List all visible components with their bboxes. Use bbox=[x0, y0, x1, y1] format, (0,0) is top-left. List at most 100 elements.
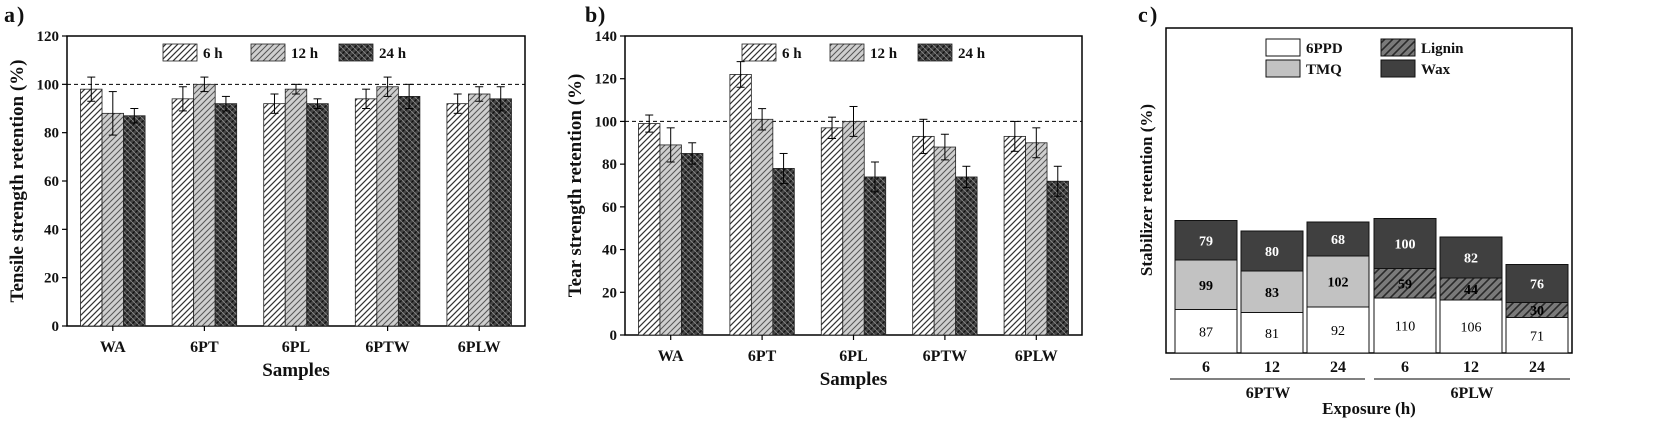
x-axis-title: Samples bbox=[262, 360, 330, 381]
panel-label-b: b bbox=[585, 2, 597, 27]
bar-6plw-6h bbox=[1003, 135, 1026, 336]
y-tick-label: 0 bbox=[52, 319, 60, 335]
chart-b-tear: 0 20 40 60 80 100 120 140 WA 6PT 6PL 6PTW 6PLW Sample… bbox=[565, 29, 1083, 390]
stack-value-label: 71 bbox=[1530, 329, 1544, 344]
stack-wax-3 bbox=[1373, 218, 1437, 269]
bar-6ptw-24h bbox=[397, 96, 421, 327]
stack-value-label: 81 bbox=[1265, 327, 1279, 342]
legend-swatch bbox=[250, 43, 286, 62]
y-tick-label: 20 bbox=[44, 271, 59, 287]
bar-6pt-6h bbox=[171, 98, 195, 327]
x-tick-label: 24 bbox=[1330, 359, 1346, 376]
y-tick-label: 40 bbox=[44, 222, 59, 238]
bar-6ptw-6h bbox=[354, 98, 378, 327]
bar-6pl-12h bbox=[284, 88, 308, 327]
legend-label: 24 h bbox=[379, 46, 407, 62]
group-label-6plw: 6PLW bbox=[1451, 385, 1494, 402]
stack-value-label: 30 bbox=[1530, 304, 1544, 319]
panel-label-a-paren: ) bbox=[17, 2, 24, 27]
stack-value-label: 82 bbox=[1464, 252, 1478, 267]
bar-6pt-12h bbox=[750, 118, 774, 336]
bar-6pl-24h bbox=[306, 103, 329, 327]
stack-value-label: 76 bbox=[1530, 278, 1544, 293]
legend-swatch bbox=[338, 43, 374, 62]
stack-6ppd-1 bbox=[1240, 312, 1304, 354]
x-axis-title: Exposure (h) bbox=[1322, 399, 1416, 418]
stack-value-label: 79 bbox=[1199, 234, 1213, 249]
stack-lignin-3 bbox=[1373, 268, 1437, 299]
bar-6plw-24h bbox=[1046, 180, 1069, 336]
bar-6ptw-6h bbox=[912, 135, 935, 336]
stack-value-label: 44 bbox=[1464, 283, 1478, 298]
bar-wa-24h bbox=[681, 153, 704, 336]
y-tick-label: 120 bbox=[37, 29, 60, 45]
x-tick-label: 6 bbox=[1401, 359, 1409, 376]
stack-6ppd-3 bbox=[1373, 297, 1437, 354]
x-tick-label: 6PLW bbox=[458, 339, 501, 356]
panel-label-c: c bbox=[1138, 2, 1148, 27]
bar-6pl-6h bbox=[263, 103, 286, 327]
group-label-6ptw: 6PTW bbox=[1246, 385, 1290, 402]
stack-value-label: 83 bbox=[1265, 286, 1279, 301]
x-tick-label: WA bbox=[658, 348, 684, 365]
stack-wax-0 bbox=[1174, 220, 1238, 261]
stack-wax-5 bbox=[1505, 264, 1569, 303]
x-tick-label: 6PLW bbox=[1015, 348, 1058, 365]
x-tick-label: 24 bbox=[1529, 359, 1545, 376]
y-tick-label: 60 bbox=[602, 200, 617, 216]
legend-label: 12 h bbox=[870, 46, 898, 62]
bar-6pt-12h bbox=[193, 83, 216, 327]
legend-label: 6 h bbox=[203, 46, 223, 62]
legend-label: Lignin bbox=[1421, 41, 1464, 57]
y-tick-label: 20 bbox=[602, 285, 617, 301]
y-tick-label: 60 bbox=[44, 174, 59, 190]
bar-wa-12h bbox=[659, 144, 682, 336]
stack-value-label: 102 bbox=[1328, 276, 1349, 291]
y-tick-label: 80 bbox=[602, 157, 617, 173]
bar-6plw-12h bbox=[468, 93, 491, 327]
x-tick-label: 12 bbox=[1463, 359, 1479, 376]
stack-value-label: 59 bbox=[1398, 277, 1412, 292]
bar-6plw-6h bbox=[446, 103, 469, 327]
x-tick-label: 6PT bbox=[190, 339, 219, 356]
panel-label-a: a bbox=[4, 2, 15, 27]
legend-swatch bbox=[1265, 38, 1301, 57]
bar-wa-6h bbox=[638, 123, 661, 336]
panel-label-c-paren: ) bbox=[1150, 2, 1157, 27]
legend-swatch bbox=[741, 43, 777, 62]
stack-value-label: 68 bbox=[1331, 233, 1345, 248]
y-tick-label: 100 bbox=[595, 114, 618, 130]
y-tick-label: 100 bbox=[37, 77, 60, 93]
bar-6pl-24h bbox=[863, 176, 887, 336]
x-tick-label: 6PT bbox=[748, 348, 777, 365]
bar-wa-12h bbox=[101, 112, 124, 327]
legend-label: 24 h bbox=[958, 46, 986, 62]
stack-wax-1 bbox=[1240, 230, 1304, 272]
stack-value-label: 92 bbox=[1331, 324, 1345, 339]
x-tick-label: 6PTW bbox=[365, 339, 409, 356]
stack-value-label: 110 bbox=[1395, 320, 1415, 335]
chart-a-tensile: 0 20 40 60 80 100 120 WA 6PT 6PL 6PTW 6PLW Samples Te… bbox=[7, 29, 526, 381]
x-tick-label: 6PL bbox=[839, 348, 867, 365]
stack-wax-4 bbox=[1439, 236, 1503, 279]
bar-wa-6h bbox=[80, 88, 103, 327]
stack-tmq-2 bbox=[1306, 255, 1370, 308]
stack-value-label: 80 bbox=[1265, 245, 1279, 260]
x-tick-label: WA bbox=[100, 339, 126, 356]
x-axis-title: Samples bbox=[820, 369, 888, 390]
bar-6plw-12h bbox=[1025, 142, 1048, 336]
stack-value-label: 87 bbox=[1199, 325, 1213, 340]
bar-6ptw-12h bbox=[376, 86, 399, 327]
y-tick-label: 80 bbox=[44, 126, 59, 142]
y-axis-title: Stabilizer retention (%) bbox=[1137, 104, 1156, 276]
legend-swatch bbox=[1265, 59, 1301, 78]
bar-6ptw-24h bbox=[955, 176, 978, 336]
bar-6pl-12h bbox=[842, 121, 865, 336]
legend-label: Wax bbox=[1421, 62, 1451, 78]
x-tick-label: 6PTW bbox=[923, 348, 967, 365]
y-tick-label: 0 bbox=[610, 328, 618, 344]
y-tick-label: 120 bbox=[595, 72, 618, 88]
stack-value-label: 99 bbox=[1199, 279, 1213, 294]
stack-tmq-0 bbox=[1174, 259, 1238, 310]
